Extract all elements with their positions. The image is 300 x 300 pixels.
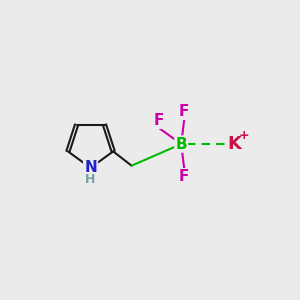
Text: B: B [176, 136, 187, 152]
Text: +: + [239, 129, 250, 142]
Text: F: F [179, 169, 189, 184]
Text: K: K [228, 135, 242, 153]
Text: H: H [85, 173, 96, 186]
Text: F: F [153, 113, 164, 128]
Text: F: F [179, 104, 189, 119]
Text: N: N [84, 160, 97, 175]
